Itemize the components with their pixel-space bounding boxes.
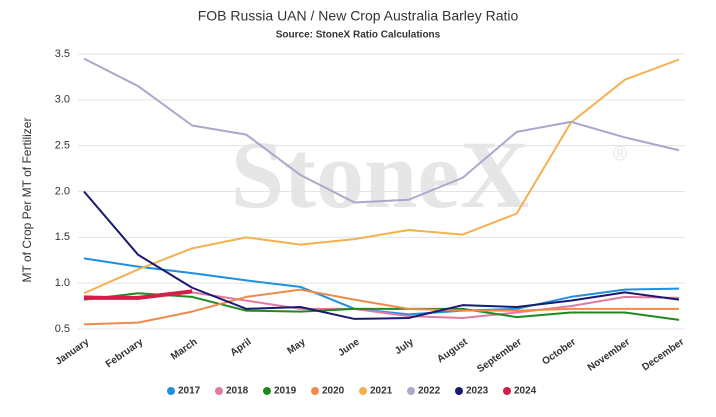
chart-subtitle: Source: StoneX Ratio Calculations <box>276 30 441 41</box>
series-line <box>83 58 680 295</box>
x-tick-label: January <box>54 336 92 367</box>
x-tick-label: December <box>640 337 686 374</box>
x-tick-label: March <box>169 337 199 363</box>
y-tick-label: 1.0 <box>55 277 70 289</box>
x-tick-label: May <box>285 336 308 356</box>
legend-marker <box>215 387 223 395</box>
legend-label: 2019 <box>274 386 297 397</box>
legend-marker <box>263 387 271 395</box>
y-tick-label: 2.5 <box>55 140 70 152</box>
legend-label: 2021 <box>370 386 393 397</box>
x-tick-label: February <box>104 336 146 370</box>
series-line <box>83 288 679 326</box>
legend-marker <box>167 387 175 395</box>
x-tick-label: April <box>229 336 254 358</box>
legend-label: 2024 <box>514 386 537 397</box>
x-tick-label: September <box>475 337 524 376</box>
series-line <box>83 257 680 316</box>
y-axis-label: MT of Crop Per MT of Fertilizer <box>20 118 34 283</box>
x-tick-label: October <box>540 337 578 368</box>
y-tick-label: 1.5 <box>55 231 70 243</box>
y-tick-label: 0.5 <box>55 323 70 335</box>
watermark-mark: ® <box>613 143 628 165</box>
x-tick-label: July <box>393 336 416 357</box>
y-tick-label: 3.5 <box>55 48 70 60</box>
series-line <box>83 190 680 320</box>
x-tick-label: June <box>336 336 362 359</box>
x-tick-label: August <box>435 336 470 365</box>
y-tick-label: 3.0 <box>55 94 70 106</box>
legend-label: 2020 <box>322 386 345 397</box>
legend-label: 2022 <box>418 386 441 397</box>
y-tick-label: 2.0 <box>55 185 70 197</box>
series-line <box>83 292 680 321</box>
legend-label: 2023 <box>466 386 489 397</box>
series-line <box>83 57 680 204</box>
legend-marker <box>359 387 367 395</box>
legend-marker <box>503 387 511 395</box>
x-tick-label: November <box>586 337 632 374</box>
legend-label: 2018 <box>226 386 249 397</box>
legend-marker <box>311 387 319 395</box>
legend-label: 2017 <box>178 386 201 397</box>
watermark: StoneX <box>231 121 530 228</box>
legend-marker <box>455 387 463 395</box>
chart-title: FOB Russia UAN / New Crop Australia Barl… <box>198 8 519 24</box>
series-line <box>84 289 193 300</box>
legend-marker <box>407 387 415 395</box>
